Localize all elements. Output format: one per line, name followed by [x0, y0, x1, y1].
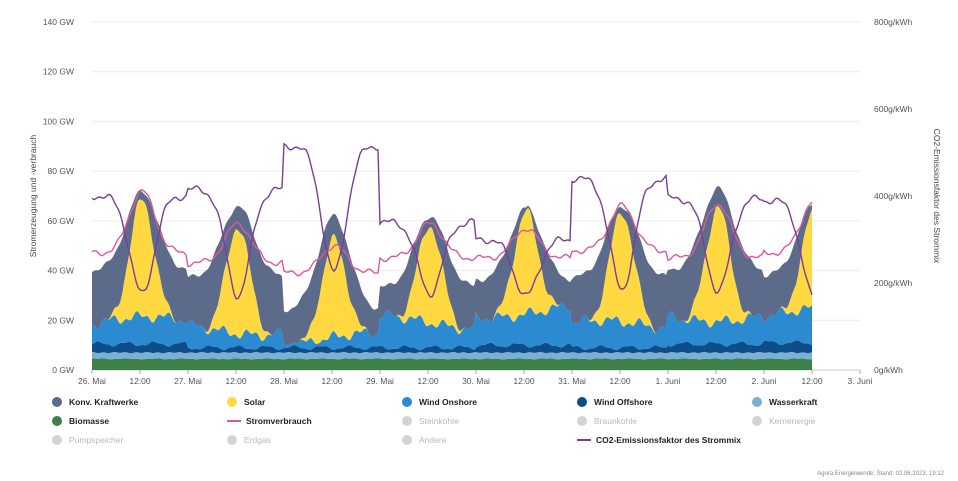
area-biomasse [92, 358, 812, 370]
x-tick-label: 1. Juni [655, 376, 680, 386]
legend-label: Steinkohle [419, 416, 459, 426]
x-tick-label: 29. Mai [366, 376, 394, 386]
legend-dot-marker [52, 397, 62, 407]
legend-item[interactable]: Wind Onshore [402, 397, 477, 407]
legend-item[interactable]: Biomasse [52, 416, 109, 426]
legend-label: CO2-Emissionsfaktor des Strommix [596, 435, 742, 445]
y-tick-label-right: 200g/kWh [874, 278, 913, 288]
legend-label: Wind Offshore [594, 397, 653, 407]
legend-label: Solar [244, 397, 266, 407]
x-tick-label: 31. Mai [558, 376, 586, 386]
y-tick-label-left: 100 GW [43, 116, 74, 126]
y-axis-title-left: Stromerzeugung und -verbrauch [28, 135, 38, 258]
legend-item[interactable]: Wasserkraft [752, 397, 817, 407]
y-tick-label-left: 80 GW [48, 166, 74, 176]
area-konv-kraftwerke [92, 185, 812, 346]
legend-dot-marker [402, 416, 412, 426]
x-tick-label: 26. Mai [78, 376, 106, 386]
legend-item[interactable]: Pumpspeicher [52, 435, 123, 445]
legend-label: Stromverbrauch [246, 416, 312, 426]
area-wind-offshore [92, 340, 812, 354]
legend-label: Konv. Kraftwerke [69, 397, 139, 407]
legend-dot-marker [227, 435, 237, 445]
x-tick-label: 12:00 [417, 376, 439, 386]
legend-label: Pumpspeicher [69, 435, 124, 445]
y-tick-label-left: 20 GW [48, 315, 74, 325]
legend-item[interactable]: Braunkohle [577, 416, 637, 426]
x-tick-label: 12:00 [801, 376, 823, 386]
area-wind-onshore [92, 302, 812, 351]
line-co2-emissionsfaktor [91, 142, 813, 300]
legend-dot-marker [752, 397, 762, 407]
legend-label: Erdgas [244, 435, 271, 445]
y-tick-label-left: 140 GW [43, 17, 74, 27]
line-stromverbrauch [91, 188, 813, 277]
legend-item[interactable]: Erdgas [227, 435, 271, 445]
x-tick-label: 12:00 [321, 376, 343, 386]
legend-line-marker [577, 439, 591, 441]
legend-dot-marker [577, 416, 587, 426]
y-tick-label-right: 400g/kWh [874, 191, 913, 201]
x-tick-label: 2. Juni [751, 376, 776, 386]
y-tick-label-left: 40 GW [48, 266, 74, 276]
y-tick-label-right: 0g/kWh [874, 365, 903, 375]
x-tick-label: 3. Juni [847, 376, 872, 386]
y-tick-label-right: 600g/kWh [874, 104, 913, 114]
legend-dot-marker [752, 416, 762, 426]
legend-label: Wind Onshore [419, 397, 478, 407]
legend-label: Kernenergie [769, 416, 816, 426]
legend-label: Braunkohle [594, 416, 638, 426]
legend-dot-marker [402, 435, 412, 445]
legend-item[interactable]: Solar [227, 397, 265, 407]
legend-item[interactable]: CO2-Emissionsfaktor des Strommix [577, 435, 741, 445]
y-axis-title-right: CO2-Emissionsfaktor des Strommix [932, 129, 942, 264]
legend-dot-marker [402, 397, 412, 407]
chart-area: 0 GW 20 GW 40 GW 60 GW 80 GW 100 GW 120 GW 140 … [28, 17, 942, 386]
x-tick-label: 12:00 [513, 376, 535, 386]
x-tick-label: 12:00 [129, 376, 151, 386]
legend-item[interactable]: Wind Offshore [577, 397, 652, 407]
y-tick-label-left: 120 GW [43, 67, 74, 77]
legend-dot-marker [52, 435, 62, 445]
legend-dot-marker [227, 397, 237, 407]
area-solar [92, 199, 812, 346]
y-tick-label-right: 800g/kWh [874, 17, 913, 27]
x-tick-label: 12:00 [225, 376, 247, 386]
legend-dot-marker [577, 397, 587, 407]
legend-item[interactable]: Stromverbrauch [227, 416, 312, 426]
area-wasserkraft [92, 351, 812, 360]
x-tick-label: 12:00 [609, 376, 631, 386]
x-tick-label: 30. Mai [462, 376, 490, 386]
x-tick-label: 12:00 [705, 376, 727, 386]
legend-item[interactable]: Konv. Kraftwerke [52, 397, 138, 407]
legend-label: Andere [419, 435, 447, 445]
x-tick-label: 28. Mai [270, 376, 298, 386]
y-tick-label-left: 0 GW [52, 365, 74, 375]
legend-item[interactable]: Steinkohle [402, 416, 459, 426]
legend-label: Biomasse [69, 416, 110, 426]
legend-item[interactable]: Kernenergie [752, 416, 815, 426]
y-tick-label-left: 60 GW [48, 216, 74, 226]
source-credit: Agora Energiewende; Stand: 02.06.2023, 1… [817, 471, 944, 477]
legend-line-marker [227, 420, 241, 422]
legend-dot-marker [52, 416, 62, 426]
x-tick-label: 27. Mai [174, 376, 202, 386]
legend-item[interactable]: Andere [402, 435, 446, 445]
legend-label: Wasserkraft [769, 397, 818, 407]
